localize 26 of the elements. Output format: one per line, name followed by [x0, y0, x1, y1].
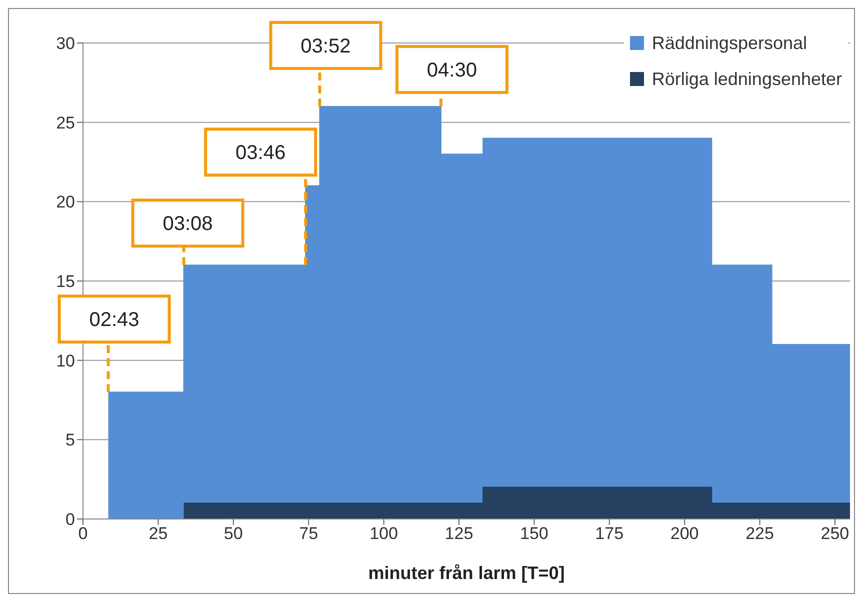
- x-tick-label: 125: [444, 524, 474, 544]
- x-tick-label: 225: [746, 524, 774, 544]
- y-tick-label: 5: [66, 430, 75, 450]
- x-tick-label: 75: [299, 524, 318, 544]
- x-tick-label: 175: [595, 524, 624, 544]
- annotation: 04:30: [426, 59, 477, 82]
- y-tick-label: 0: [66, 510, 75, 530]
- x-tick-label: 100: [370, 524, 398, 544]
- annotation: 03:08: [162, 213, 213, 236]
- annotation: 03:52: [300, 35, 351, 58]
- x-tick-label: 50: [224, 524, 243, 544]
- x-tick-label: 150: [520, 524, 548, 544]
- annotation: 03:46: [236, 142, 286, 164]
- x-axis-title: minuter från larm [T=0]: [368, 563, 565, 583]
- legend-label: Rörliga ledningsenheter: [652, 68, 842, 90]
- x-tick-label: 200: [670, 524, 699, 544]
- y-tick-label: 10: [56, 351, 75, 370]
- x-tick-label: 0: [78, 524, 88, 544]
- annotation: 02:43: [89, 309, 140, 332]
- x-tick-label: 250: [820, 524, 850, 544]
- x-tick-label: 25: [148, 524, 168, 544]
- y-tick-label: 20: [56, 192, 75, 212]
- legend-label: Räddningspersonal: [652, 32, 807, 54]
- y-tick-label: 15: [56, 272, 75, 292]
- y-tick-label: 25: [56, 113, 75, 132]
- y-tick-label: 30: [56, 34, 75, 54]
